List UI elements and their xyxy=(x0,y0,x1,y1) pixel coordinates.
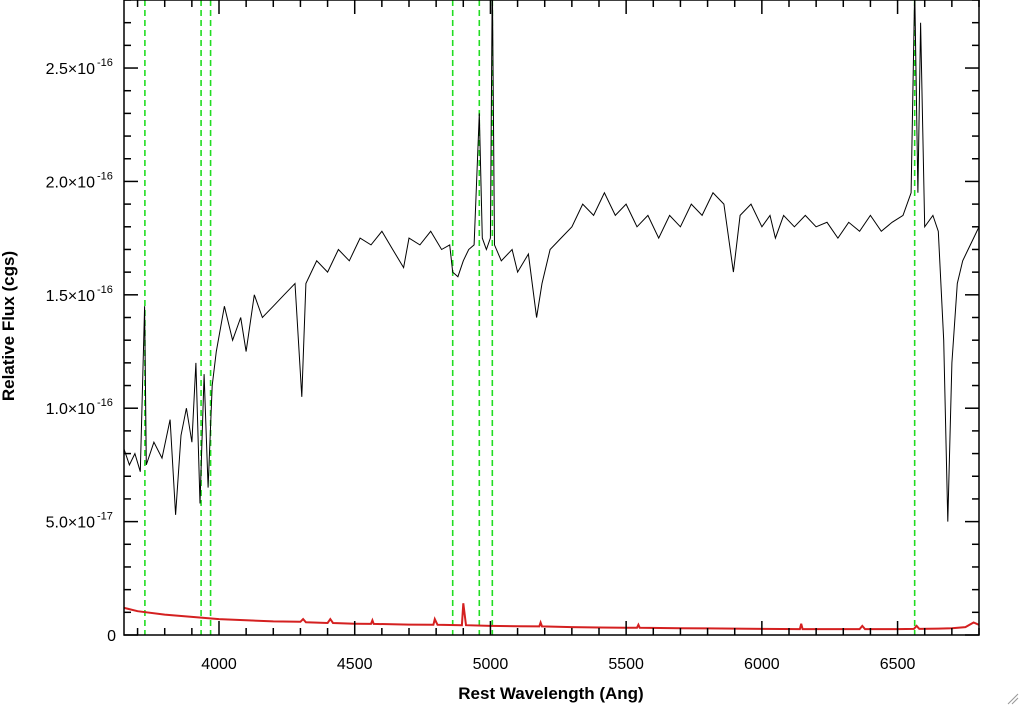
x-tick-label: 4000 xyxy=(201,656,237,673)
y-tick-exponent: -16 xyxy=(97,284,113,296)
y-tick-label: 2.5×10 xyxy=(46,61,95,78)
y-tick-label: 5.0×10 xyxy=(46,515,95,532)
y-tick-exponent: -16 xyxy=(97,57,113,69)
y-axis: 05.0×10 -171.0×10 -161.5×10 -162.0×10 -162.5… xyxy=(46,0,979,645)
y-tick-label: 1.0×10 xyxy=(46,401,95,418)
x-tick-label: 6500 xyxy=(880,656,916,673)
y-axis-title: Relative Flux (cgs) xyxy=(0,251,18,401)
y-tick-label: 2.0×10 xyxy=(46,174,95,191)
y-tick-label: 0 xyxy=(107,628,116,645)
flux-spectrum-line xyxy=(124,0,979,522)
x-tick-label: 6000 xyxy=(744,656,780,673)
emission-line-markers xyxy=(144,0,916,635)
y-tick-exponent: -16 xyxy=(97,397,113,409)
y-tick-exponent: -17 xyxy=(97,511,113,523)
plot-frame xyxy=(123,0,980,636)
y-tick-label: 1.5×10 xyxy=(46,288,95,305)
x-tick-label: 5500 xyxy=(608,656,644,673)
resize-grip-icon[interactable] xyxy=(1007,693,1019,705)
x-tick-label: 4500 xyxy=(337,656,373,673)
y-tick-exponent: -16 xyxy=(97,170,113,182)
series-layer xyxy=(124,0,979,631)
x-axis: 4000 4500 5000 5500 6000 6500 xyxy=(136,0,980,673)
x-tick-label: 5000 xyxy=(473,656,509,673)
x-axis-title: Rest Wavelength (Ang) xyxy=(458,684,643,703)
error-spectrum-line xyxy=(124,603,979,631)
